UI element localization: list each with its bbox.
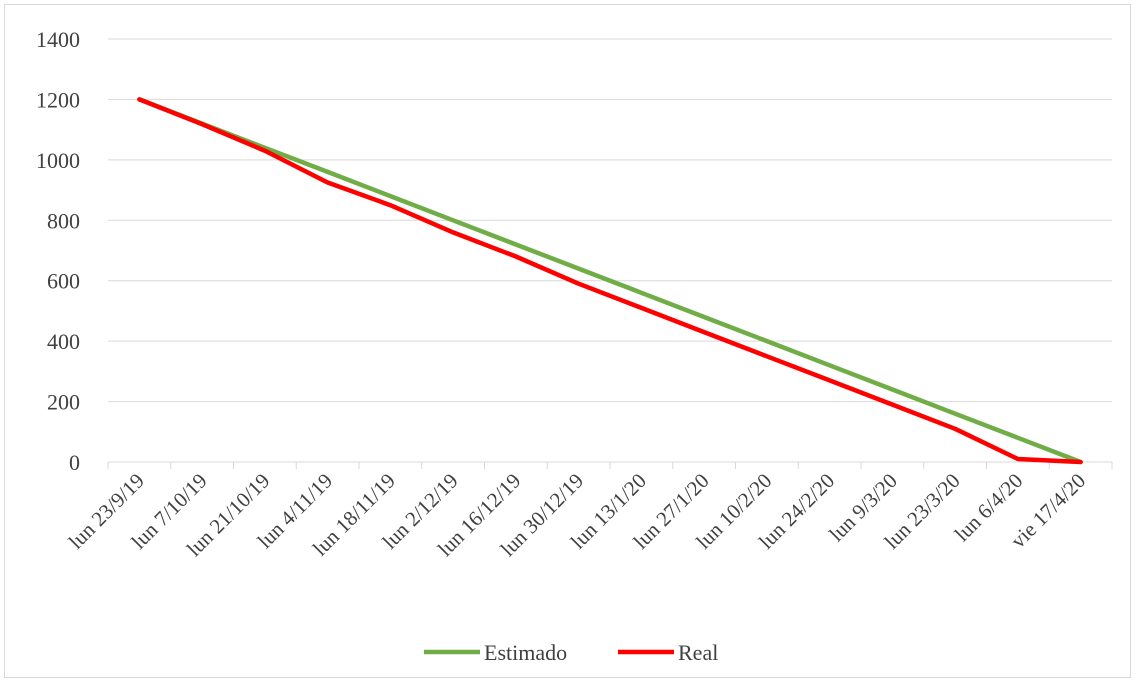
series-line-real bbox=[137, 97, 1083, 465]
y-tick-label: 1000 bbox=[36, 148, 80, 173]
y-axis-ticks: 0 200 400 600 800 1000 1200 1400 bbox=[36, 27, 80, 475]
y-tick-label: 0 bbox=[69, 450, 80, 475]
legend-label: Estimado bbox=[484, 640, 567, 665]
y-tick-label: 800 bbox=[47, 208, 80, 233]
y-tick-label: 600 bbox=[47, 269, 80, 294]
series-line-estimado bbox=[137, 97, 1083, 465]
gridlines bbox=[108, 38, 1112, 403]
legend: Estimado Real bbox=[424, 640, 718, 665]
y-tick-label: 1200 bbox=[36, 87, 80, 112]
series-lines bbox=[137, 97, 1083, 465]
y-tick-label: 200 bbox=[47, 390, 80, 415]
y-tick-label: 1400 bbox=[36, 27, 80, 52]
y-tick-label: 400 bbox=[47, 329, 80, 354]
legend-label: Real bbox=[678, 640, 718, 665]
